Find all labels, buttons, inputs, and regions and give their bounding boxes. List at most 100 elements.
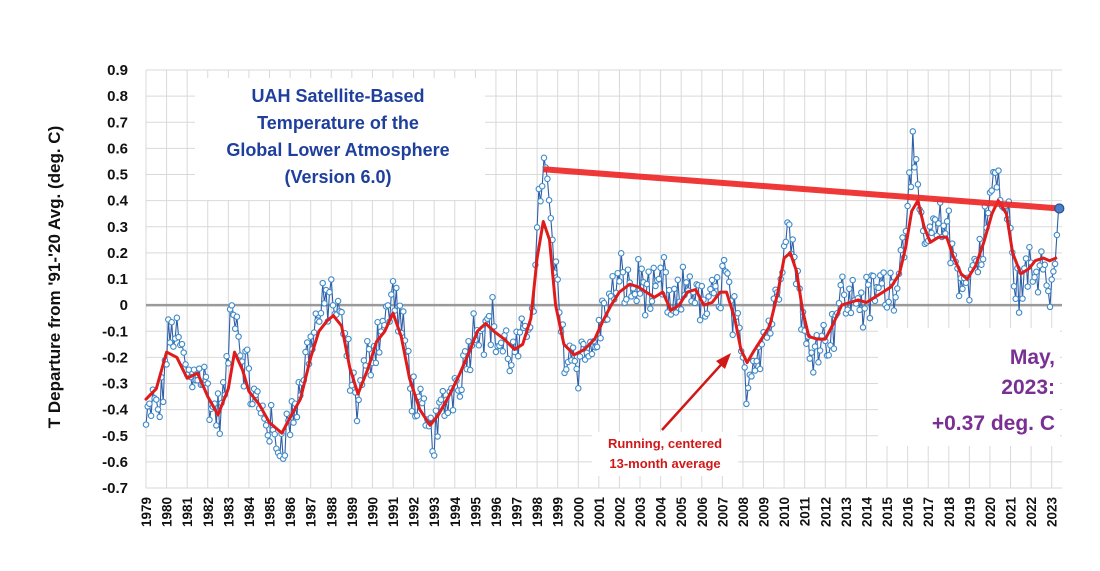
monthly-point xyxy=(864,281,872,288)
monthly-point xyxy=(302,348,309,356)
monthly-point xyxy=(225,360,232,367)
monthly-point xyxy=(290,419,297,426)
monthly-point xyxy=(691,299,699,307)
x-tick-label: 2008 xyxy=(736,497,751,528)
x-tick-label: 2002 xyxy=(612,497,627,527)
x-tick-label: 1980 xyxy=(160,497,175,527)
monthly-point xyxy=(575,385,582,392)
monthly-point xyxy=(976,235,983,243)
monthly-point xyxy=(576,353,584,360)
monthly-point xyxy=(266,438,273,445)
monthly-point xyxy=(931,216,939,223)
monthly-point xyxy=(1022,255,1030,262)
monthly-point xyxy=(146,400,153,407)
monthly-point xyxy=(228,302,236,309)
monthly-point xyxy=(1026,243,1033,251)
monthly-point xyxy=(600,299,608,307)
y-tick-label: -0.2 xyxy=(102,349,128,366)
monthly-point xyxy=(384,302,392,309)
monthly-point xyxy=(147,412,155,420)
monthly-point xyxy=(376,349,383,356)
x-tick-label: 1986 xyxy=(283,497,298,528)
monthly-point xyxy=(633,297,640,305)
monthly-point xyxy=(753,357,760,365)
monthly-point xyxy=(413,412,421,419)
monthly-point xyxy=(353,417,361,425)
running-label-arrowhead xyxy=(716,353,731,369)
monthly-point xyxy=(713,274,721,281)
monthly-point xyxy=(506,367,513,375)
monthly-point xyxy=(887,269,894,277)
monthly-point xyxy=(497,339,505,347)
x-tick-label: 2018 xyxy=(942,497,957,528)
monthly-point xyxy=(1048,276,1055,283)
monthly-point xyxy=(909,128,917,135)
running-label-line-1: Running, centered xyxy=(608,436,722,451)
monthly-point xyxy=(430,452,438,459)
monthly-point xyxy=(173,314,181,322)
monthly-point xyxy=(708,276,716,284)
x-tick-label: 2014 xyxy=(859,497,874,528)
monthly-point xyxy=(434,433,441,440)
monthly-point xyxy=(1050,268,1057,275)
monthly-point xyxy=(466,366,474,374)
monthly-point xyxy=(489,293,496,301)
monthly-point xyxy=(465,337,472,345)
monthly-point xyxy=(396,302,404,309)
monthly-point xyxy=(1051,260,1059,268)
monthly-point xyxy=(943,218,951,225)
title-line-4: (Version 6.0) xyxy=(284,167,391,187)
monthly-point xyxy=(168,318,175,326)
monthly-point xyxy=(974,268,982,276)
monthly-point xyxy=(364,337,371,345)
x-tick-label: 2000 xyxy=(571,497,586,527)
monthly-point xyxy=(683,279,690,286)
monthly-point xyxy=(156,413,163,421)
monthly-point xyxy=(810,369,817,376)
monthly-point xyxy=(859,324,867,331)
x-tick-label: 2015 xyxy=(880,497,895,528)
monthly-point xyxy=(159,398,167,406)
monthly-point xyxy=(1019,295,1026,302)
monthly-point xyxy=(223,352,230,360)
monthly-point xyxy=(142,421,150,428)
monthly-point xyxy=(319,279,326,287)
y-tick-label: -0.5 xyxy=(102,428,128,445)
monthly-point xyxy=(389,277,397,285)
monthly-point xyxy=(767,330,774,337)
monthly-point xyxy=(839,273,846,280)
monthly-point xyxy=(254,388,261,395)
monthly-point xyxy=(262,422,270,429)
monthly-point xyxy=(544,175,551,183)
monthly-point xyxy=(636,290,644,297)
monthly-point xyxy=(672,309,680,316)
callout-line-2: 2023: xyxy=(1001,376,1055,399)
monthly-point xyxy=(317,309,325,317)
monthly-point xyxy=(894,285,901,292)
monthly-point xyxy=(674,276,682,284)
monthly-point xyxy=(490,323,498,330)
monthly-point xyxy=(926,223,934,230)
monthly-point xyxy=(178,340,186,348)
monthly-point xyxy=(979,255,987,263)
monthly-point xyxy=(662,268,670,276)
monthly-point xyxy=(405,347,412,355)
monthly-point xyxy=(984,209,992,217)
x-tick-label: 1997 xyxy=(510,497,525,527)
monthly-point xyxy=(204,380,212,387)
monthly-point xyxy=(858,289,865,296)
monthly-point xyxy=(271,430,278,438)
monthly-point xyxy=(470,310,477,317)
monthly-point xyxy=(710,289,718,297)
monthly-point xyxy=(502,327,510,334)
monthly-point xyxy=(492,348,500,356)
monthly-point xyxy=(533,224,541,231)
series-group xyxy=(142,128,1065,462)
monthly-point xyxy=(388,291,395,298)
monthly-point xyxy=(940,222,947,229)
monthly-point xyxy=(400,308,407,315)
monthly-point xyxy=(803,340,810,347)
x-tick-label: 1979 xyxy=(139,497,154,527)
monthly-point xyxy=(870,272,877,280)
monthly-point xyxy=(504,355,512,363)
